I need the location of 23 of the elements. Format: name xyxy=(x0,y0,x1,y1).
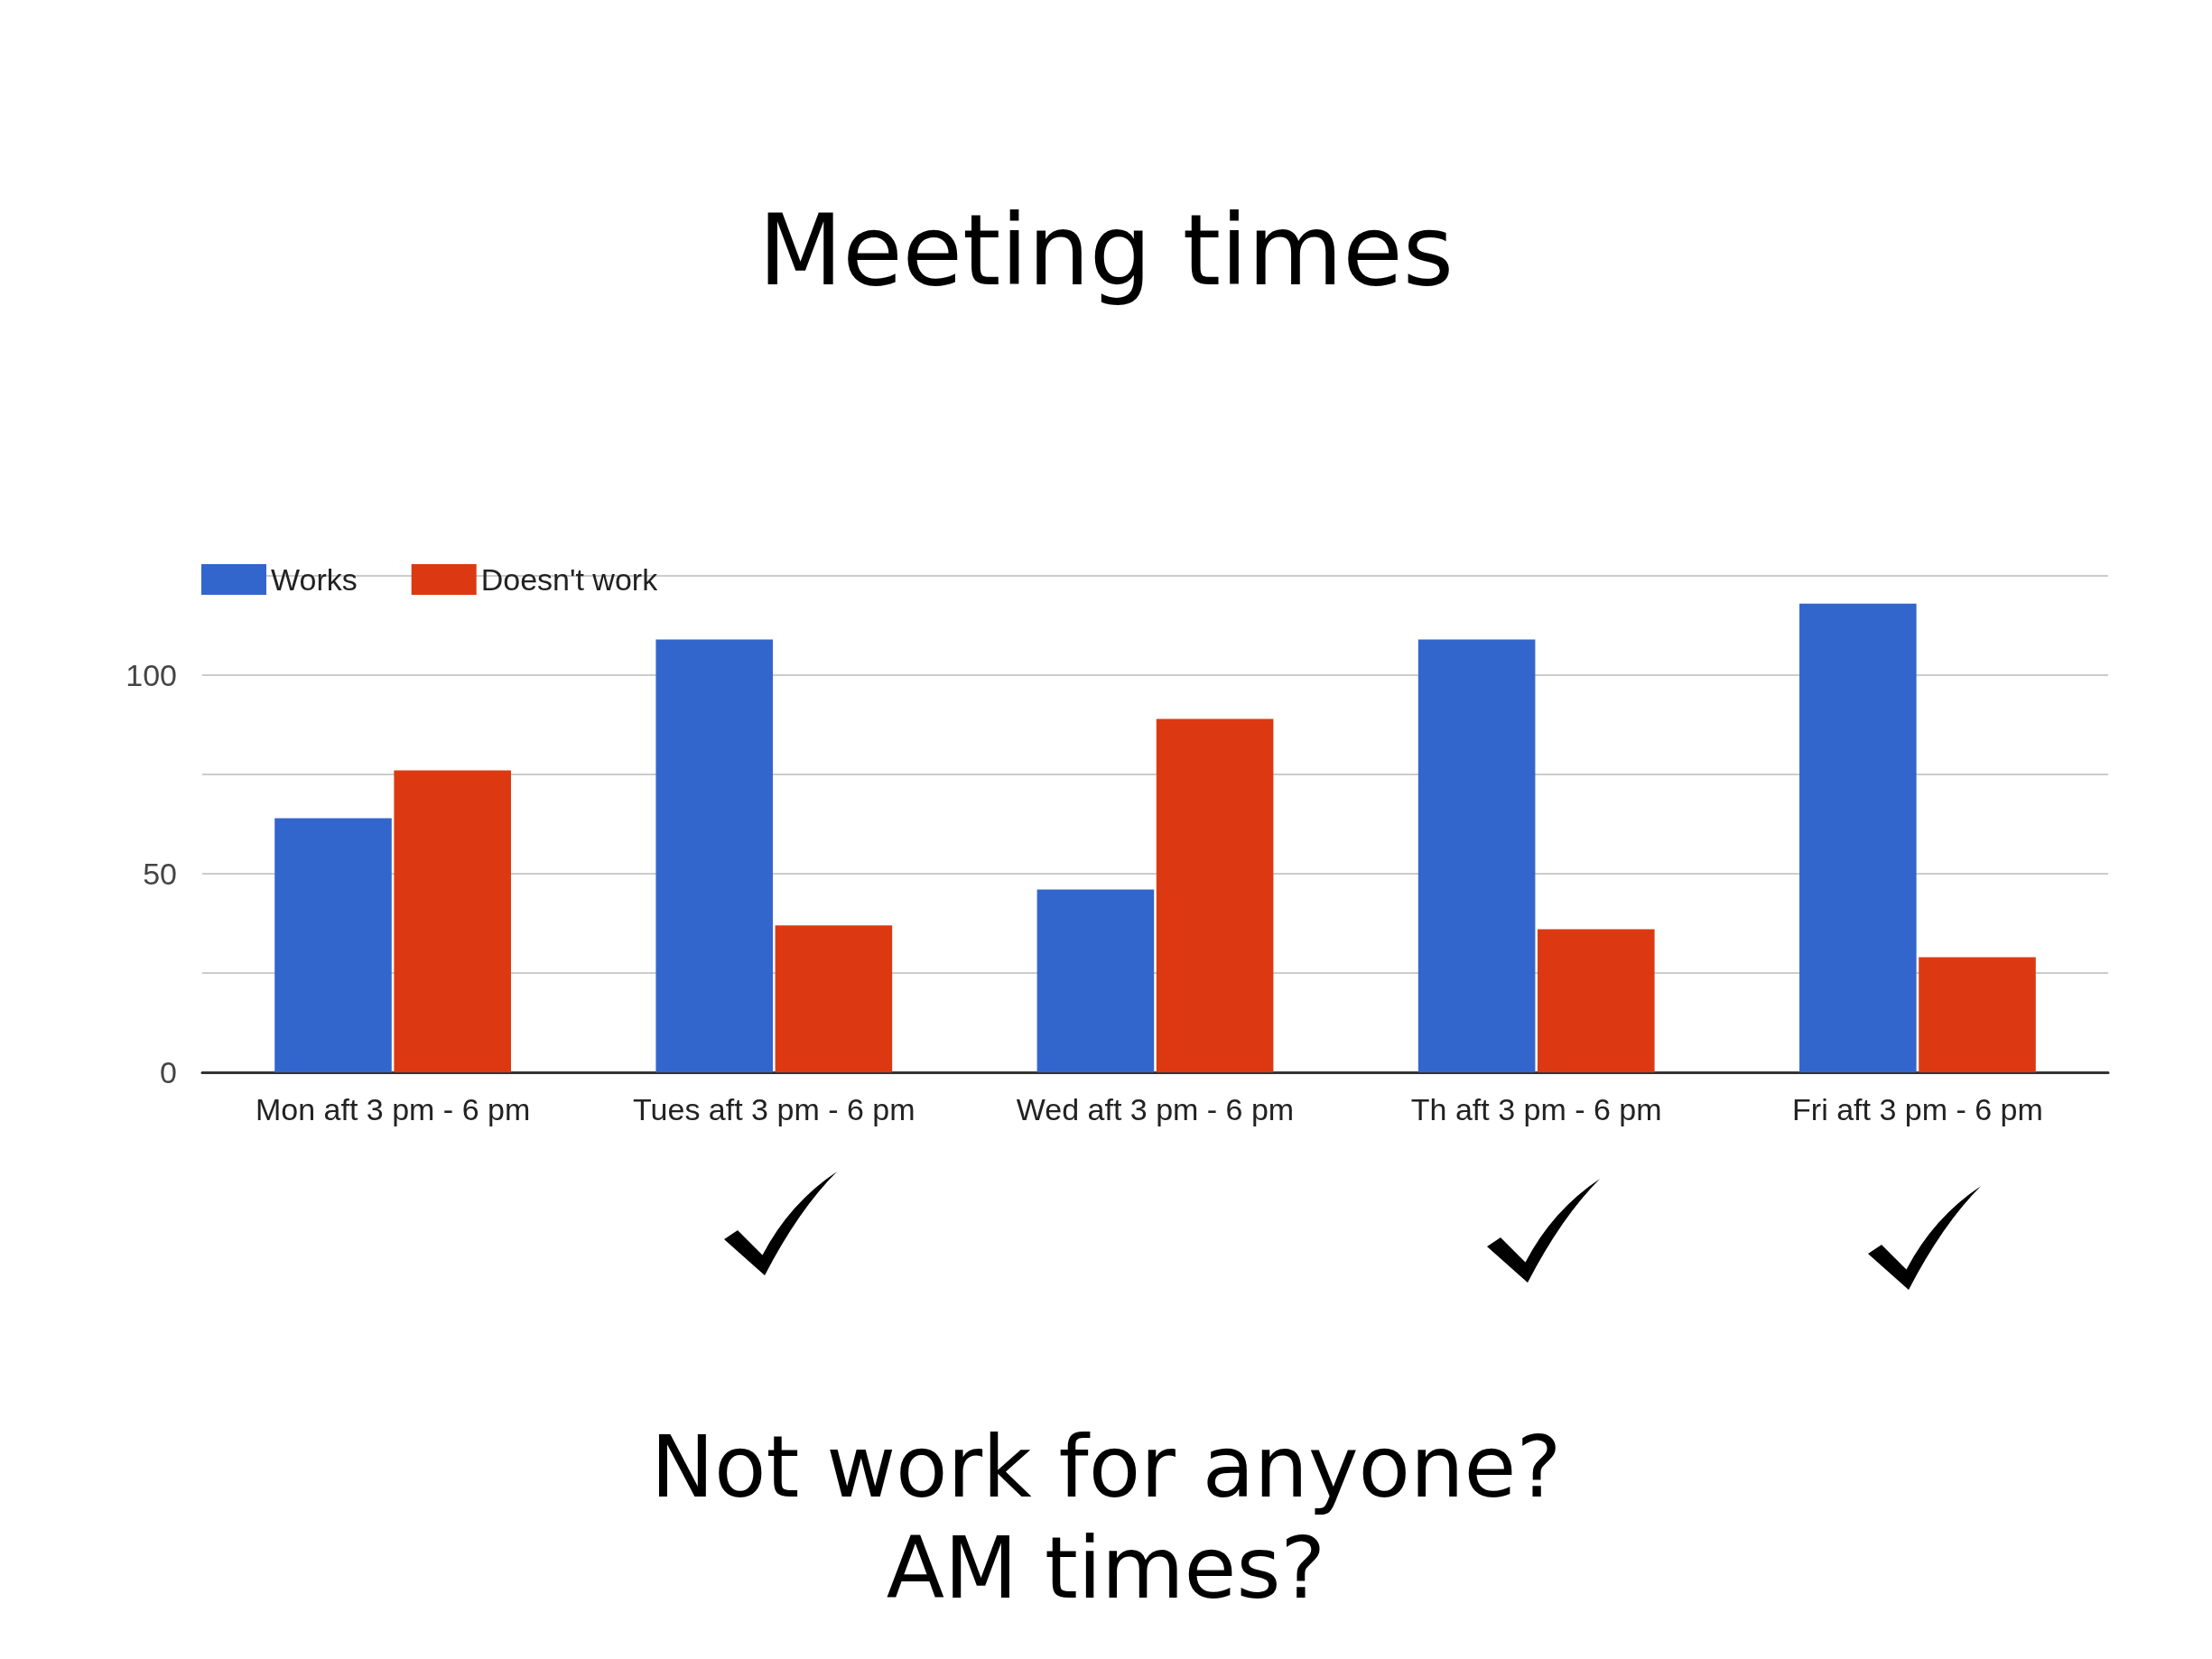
y-tick-label: 50 xyxy=(143,857,177,891)
bar xyxy=(1919,957,2036,1072)
bar xyxy=(1036,889,1155,1072)
bar xyxy=(1417,639,1536,1072)
legend-label: Works xyxy=(271,562,358,597)
x-tick-label: Th aft 3 pm - 6 pm xyxy=(1410,1092,1662,1126)
bar xyxy=(1799,603,1917,1072)
bar xyxy=(655,639,773,1072)
x-tick-label: Mon aft 3 pm - 6 pm xyxy=(255,1092,531,1126)
bar xyxy=(775,925,893,1072)
text: AM times? xyxy=(886,1518,1326,1617)
x-tick-label: Tues aft 3 pm - 6 pm xyxy=(633,1092,915,1126)
bar xyxy=(1538,929,1655,1072)
bar xyxy=(394,770,511,1072)
bar xyxy=(1156,718,1274,1072)
bar xyxy=(274,818,392,1072)
legend-label: Doesn't work xyxy=(480,562,659,597)
x-tick-label: Wed aft 3 pm - 6 pm xyxy=(1016,1092,1295,1126)
text: Not work for anyone? xyxy=(650,1417,1562,1516)
chart-title: Meeting times xyxy=(757,193,1455,307)
y-tick-label: 0 xyxy=(160,1055,177,1089)
y-tick-label: 100 xyxy=(125,658,177,692)
x-tick-label: Fri aft 3 pm - 6 pm xyxy=(1792,1092,2043,1126)
